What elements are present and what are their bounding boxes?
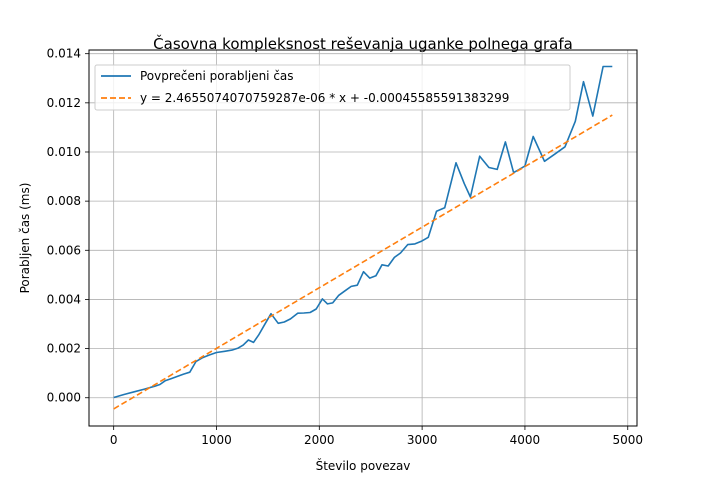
y-tick-label: 0.006	[47, 243, 81, 257]
series-line-1	[113, 65, 613, 399]
y-axis-label: Porabljen čas (ms)	[18, 183, 32, 294]
x-tick-label: 0	[110, 433, 118, 447]
x-axis-label: Število povezav	[316, 458, 411, 473]
y-tick-label: 0.014	[47, 47, 81, 61]
y-tick-label: 0.000	[47, 391, 81, 405]
plot-frame	[88, 49, 638, 427]
legend-label-series-1: Povprečeni porabljeni čas	[140, 69, 294, 83]
ticks: 0 1000 2000 3000 4000 5000 0.000 0.002 0.004 0.00…	[47, 47, 643, 447]
y-tick-label: 0.008	[47, 194, 81, 208]
legend-frame	[94, 64, 571, 111]
y-tick-label: 0.004	[47, 292, 81, 306]
y-tick-label: 0.012	[47, 96, 81, 110]
x-tick-label: 3000	[407, 433, 438, 447]
x-tick-label: 2000	[304, 433, 335, 447]
y-tick-label: 0.010	[47, 145, 81, 159]
series-layer	[113, 65, 613, 410]
x-tick-label: 5000	[612, 433, 643, 447]
y-tick-label: 0.002	[47, 342, 81, 356]
x-tick-label: 4000	[510, 433, 541, 447]
chart-title: Časovna kompleksnost reševanja uganke po…	[153, 34, 573, 53]
x-tick-label: 1000	[201, 433, 232, 447]
legend-label-series-2: y = 2.4655074070759287e-06 * x + -0.0004…	[140, 91, 509, 105]
series-line-2	[113, 114, 613, 410]
legend: Povprečeni porabljeni čas y = 2.46550740…	[94, 64, 571, 111]
